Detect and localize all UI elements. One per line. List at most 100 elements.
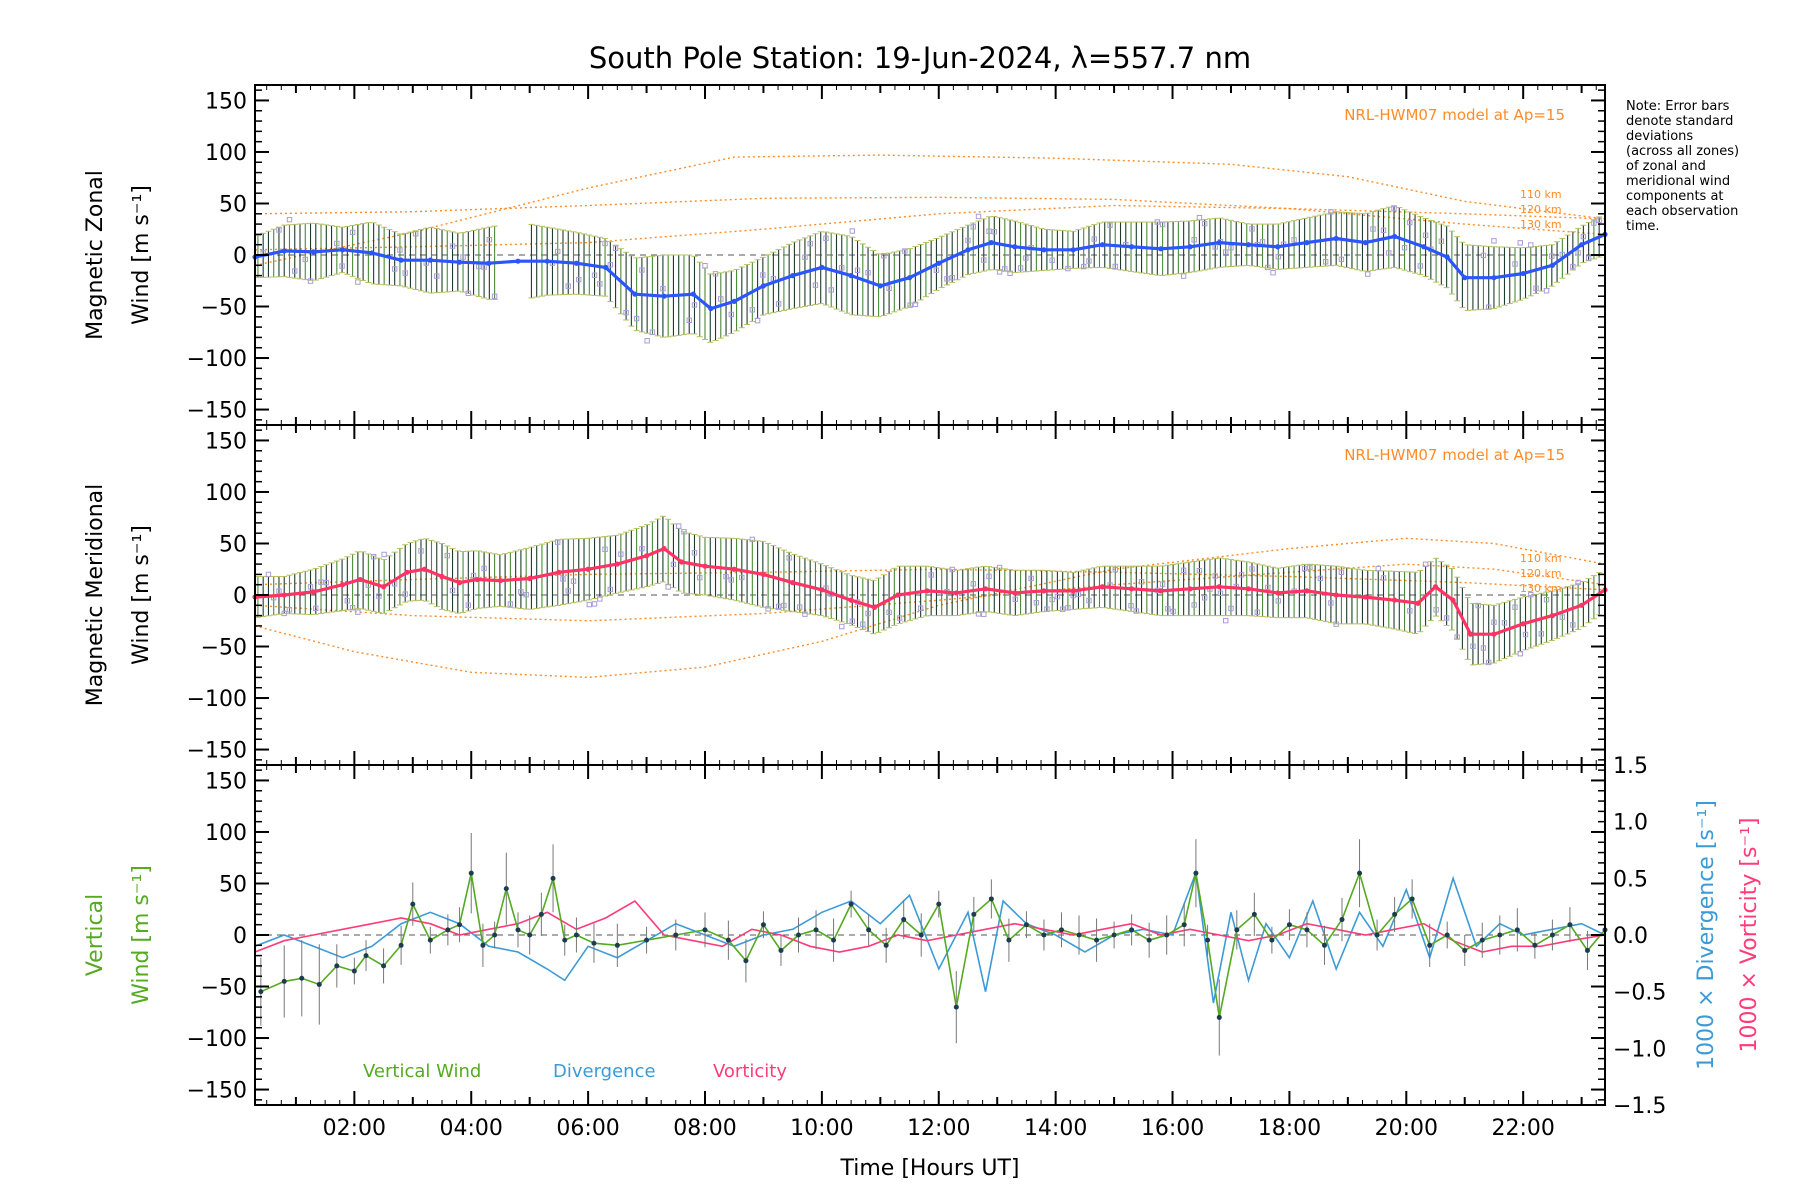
zone-sample bbox=[912, 301, 919, 308]
zone-sample bbox=[565, 588, 571, 594]
vorticity-line bbox=[254, 899, 1606, 953]
vertical-wind-point bbox=[492, 932, 498, 938]
zone-sample bbox=[896, 615, 903, 621]
zone-sample bbox=[691, 302, 698, 308]
meridional-mean-point bbox=[310, 589, 317, 595]
zone-sample bbox=[1401, 244, 1408, 251]
zonal-mean-point bbox=[988, 240, 994, 246]
zone-sample bbox=[1017, 265, 1024, 271]
zone-sample bbox=[481, 565, 487, 572]
zone-sample bbox=[739, 574, 745, 581]
zone-sample bbox=[1501, 620, 1508, 626]
vertical-wind-point bbox=[953, 1004, 959, 1010]
y-tick-label: −50 bbox=[201, 636, 247, 661]
y-tick-label: −100 bbox=[187, 687, 247, 712]
zonal-mean-point bbox=[1041, 247, 1047, 253]
zone-sample bbox=[318, 579, 324, 585]
zonal-mean-point bbox=[486, 260, 492, 266]
zone-sample bbox=[576, 276, 582, 283]
zonal-mean-point bbox=[573, 260, 580, 266]
zonal-mean-point bbox=[790, 273, 796, 279]
zonal-mean-point bbox=[936, 260, 942, 266]
zone-sample bbox=[796, 604, 803, 610]
vertical-wind-point bbox=[1357, 870, 1363, 876]
zone-sample bbox=[865, 610, 871, 617]
meridional-mean-point bbox=[1187, 586, 1193, 592]
zone-sample bbox=[1454, 634, 1460, 640]
model-curve-110km bbox=[254, 196, 1606, 220]
vertical-wind-line bbox=[260, 870, 1606, 1018]
vertical-wind-point bbox=[457, 922, 463, 928]
vertical-wind-point bbox=[258, 989, 264, 995]
zone-sample bbox=[418, 548, 424, 554]
meridional-mean-point bbox=[643, 553, 650, 559]
zone-sample bbox=[754, 317, 761, 324]
zone-sample bbox=[1112, 566, 1118, 573]
zone-sample bbox=[307, 584, 314, 590]
vertical-wind-point bbox=[866, 927, 872, 933]
note-line-4: (across all zones) bbox=[1626, 144, 1739, 159]
zone-sample bbox=[839, 265, 845, 271]
zone-sample bbox=[281, 610, 287, 617]
zone-sample bbox=[802, 254, 808, 260]
zone-sample bbox=[355, 609, 361, 615]
zone-sample bbox=[1570, 622, 1576, 628]
zone-sample bbox=[1065, 605, 1071, 611]
legend-divergence: Divergence bbox=[553, 1061, 656, 1082]
vertical-ylabel-line1: Vertical bbox=[83, 894, 108, 976]
vertical-wind-point bbox=[614, 942, 620, 948]
vertical-wind-point bbox=[1076, 932, 1082, 938]
zone-sample bbox=[1512, 261, 1518, 267]
meridional-mean-point bbox=[819, 587, 825, 593]
vertical-wind-point bbox=[725, 937, 731, 943]
zone-sample bbox=[1475, 602, 1481, 609]
meridional-mean-point bbox=[895, 592, 901, 598]
zone-sample bbox=[1133, 608, 1139, 614]
zone-sample bbox=[465, 290, 472, 297]
zone-sample bbox=[1196, 567, 1203, 574]
zonal-mean-point bbox=[340, 247, 346, 253]
zone-sample bbox=[1023, 255, 1029, 261]
zone-sample bbox=[949, 274, 955, 281]
vertical-wind-point bbox=[468, 870, 474, 876]
zone-sample bbox=[639, 545, 645, 552]
zone-sample bbox=[1154, 219, 1161, 225]
zone-sample bbox=[1081, 263, 1087, 270]
zone-sample bbox=[1433, 607, 1439, 613]
zonal-model-alt-110: 110 km bbox=[1520, 188, 1562, 201]
zonal-model-alt-130: 130 km bbox=[1520, 218, 1562, 231]
meridional-ylabel-line1: Magnetic Meridional bbox=[83, 484, 108, 706]
zone-sample bbox=[1049, 257, 1055, 263]
vertical-wind-point bbox=[1374, 932, 1380, 938]
zone-sample bbox=[607, 586, 614, 593]
vertical-wind-point bbox=[1479, 937, 1485, 943]
zonal-model-alt-120: 120 km bbox=[1520, 203, 1562, 216]
meridional-mean-point bbox=[702, 563, 708, 569]
zone-sample bbox=[1528, 591, 1534, 598]
zone-sample bbox=[286, 216, 293, 223]
vertical-wind-point bbox=[743, 958, 749, 964]
vertical-wind-point bbox=[918, 932, 924, 938]
note-box: Note: Error bars denote standard deviati… bbox=[1626, 99, 1739, 234]
x-tick-label: 02:00 bbox=[323, 1116, 386, 1141]
zone-sample bbox=[854, 267, 861, 273]
zonal-mean-point bbox=[1362, 240, 1368, 246]
y-tick-label: 0 bbox=[233, 244, 247, 269]
zone-sample bbox=[644, 338, 650, 344]
vertical-wind-point bbox=[299, 975, 305, 981]
zonal-mean-point bbox=[456, 259, 463, 265]
meridional-mean-point bbox=[679, 559, 685, 565]
zone-sample bbox=[1191, 602, 1197, 608]
zonal-mean-point bbox=[1099, 242, 1106, 248]
zone-sample bbox=[1191, 237, 1197, 243]
vertical-wind-point bbox=[1094, 937, 1100, 943]
zone-sample bbox=[1391, 205, 1397, 212]
zone-sample bbox=[349, 605, 356, 611]
y-tick-label: 50 bbox=[219, 872, 247, 897]
zone-sample bbox=[639, 267, 645, 273]
meridional-mean-point bbox=[871, 604, 878, 610]
zone-sample bbox=[1338, 256, 1345, 263]
zone-sample bbox=[470, 572, 477, 579]
meridional-mean-point bbox=[380, 584, 387, 590]
legend-vorticity: Vorticity bbox=[713, 1061, 787, 1082]
